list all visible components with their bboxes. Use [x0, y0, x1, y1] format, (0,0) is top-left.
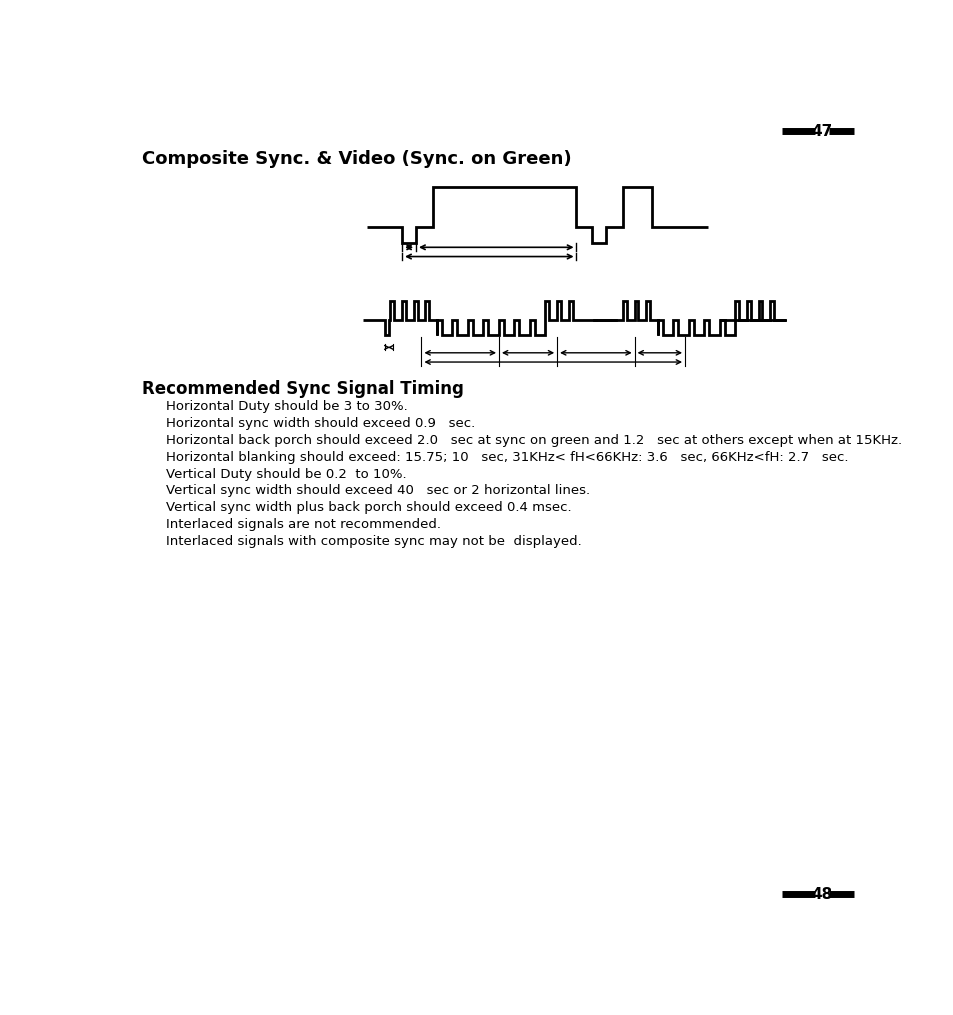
Text: Horizontal Duty should be 3 to 30%.: Horizontal Duty should be 3 to 30%.: [166, 400, 407, 413]
Text: Interlaced signals are not recommended.: Interlaced signals are not recommended.: [166, 519, 440, 531]
Text: Vertical sync width should exceed 40   sec or 2 horizontal lines.: Vertical sync width should exceed 40 sec…: [166, 484, 589, 497]
Text: Interlaced signals with composite sync may not be  displayed.: Interlaced signals with composite sync m…: [166, 535, 581, 548]
Text: 47: 47: [811, 124, 832, 138]
Text: Vertical Duty should be 0.2  to 10%.: Vertical Duty should be 0.2 to 10%.: [166, 468, 406, 480]
Text: Vertical sync width plus back porch should exceed 0.4 msec.: Vertical sync width plus back porch shou…: [166, 501, 571, 515]
Text: Horizontal blanking should exceed: 15.75; 10   sec, 31KHz< fH<66KHz: 3.6   sec, : Horizontal blanking should exceed: 15.75…: [166, 451, 847, 464]
Text: 48: 48: [811, 887, 832, 901]
Text: Horizontal back porch should exceed 2.0   sec at sync on green and 1.2   sec at : Horizontal back porch should exceed 2.0 …: [166, 433, 901, 447]
Text: Recommended Sync Signal Timing: Recommended Sync Signal Timing: [142, 380, 464, 398]
Text: Horizontal sync width should exceed 0.9   sec.: Horizontal sync width should exceed 0.9 …: [166, 417, 475, 429]
Text: Composite Sync. & Video (Sync. on Green): Composite Sync. & Video (Sync. on Green): [142, 150, 572, 168]
